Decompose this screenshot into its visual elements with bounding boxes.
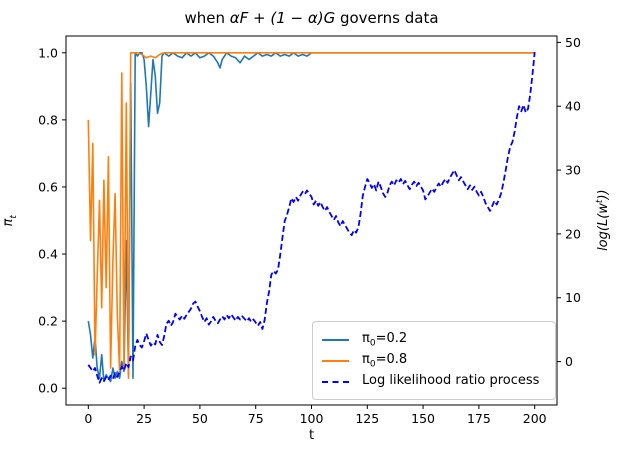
series-pi0-0-8 [87,51,535,380]
y-right-tick-label: 20 [565,226,581,241]
x-tick-label: 200 [523,411,547,426]
log-label-pre: log(L(w [596,203,612,251]
title-suffix: governs data [335,9,439,27]
x-tick-label: 50 [192,411,208,426]
title-prefix: when [184,9,230,27]
legend-line-sample-teal [322,338,349,341]
legend-item-pi0-0-8: π0=0.8 [322,350,545,371]
x-tick-label: 25 [136,411,152,426]
legend: π0=0.2 π0=0.8 Log likelihood ratio proce… [312,321,556,400]
legend-line-sample-dashed-blue [322,380,349,383]
x-tick-label: 150 [411,411,435,426]
y-left-tick-label: 0.6 [38,179,58,194]
legend-item-log-likelihood: Log likelihood ratio process [322,371,545,392]
x-tick-label: 175 [467,411,491,426]
y-right-tick-label: 40 [565,99,581,114]
legend-label-pi0-0-8: π0=0.8 [362,351,408,370]
legend-label-pi0-0-2: π0=0.2 [362,330,408,349]
pi-symbol: π [1,218,17,227]
log-label-post: )) [596,189,612,200]
y-left-tick-label: 0.4 [38,247,58,262]
series-log-likelihood-ratio [87,51,536,384]
x-tick-label: 75 [248,411,264,426]
chart-title: when αF + (1 − α)G governs data [66,9,557,27]
pi-subscript: t [8,215,19,219]
x-tick-label: 100 [300,411,324,426]
y-left-tick-label: 1.0 [38,45,58,60]
y-right-tick-label: 0 [565,354,573,369]
series-pi0-0-2 [87,51,535,383]
x-tick-label: 0 [84,411,92,426]
legend-item-pi0-0-2: π0=0.2 [322,329,545,350]
y-right-tick-label: 50 [565,35,581,50]
y-right-tick-label: 10 [565,290,581,305]
y-axis-label-right: log(L(wt)) [595,170,611,270]
x-axis-label: t [308,428,315,443]
log-label-sup: t [594,199,605,204]
title-math-expression: αF + (1 − α)G [229,9,336,27]
x-tick-label: 125 [355,411,379,426]
legend-line-sample-orange [322,359,349,362]
y-left-tick-label: 0.0 [38,381,58,396]
y-right-tick-label: 30 [565,163,581,178]
legend-label-log-likelihood: Log likelihood ratio process [362,372,540,388]
y-left-tick-label: 0.8 [38,112,58,127]
y-left-tick-label: 0.2 [38,314,58,329]
axes-frame [65,35,558,406]
y-axis-label-left: πt [1,171,19,271]
